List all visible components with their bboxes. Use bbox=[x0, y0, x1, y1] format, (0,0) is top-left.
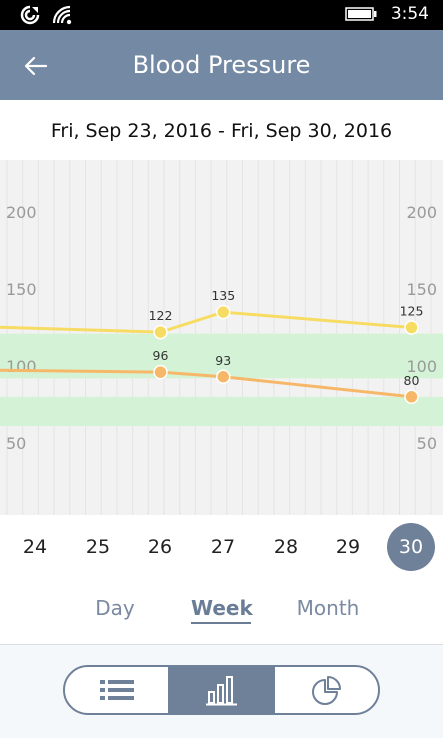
data-point bbox=[216, 304, 231, 320]
status-time: 3:54 bbox=[390, 4, 429, 24]
y-tick-label-left: 200 bbox=[6, 203, 37, 222]
pie-chart-icon bbox=[311, 676, 341, 705]
page-title: Blood Pressure bbox=[132, 51, 311, 79]
bottom-bar bbox=[0, 645, 443, 738]
series-line-1 bbox=[0, 310, 412, 334]
day-selector: 24 25 26 27 28 29 30 bbox=[0, 515, 443, 579]
wifi-icon bbox=[52, 5, 72, 25]
tab-month[interactable]: Month bbox=[296, 596, 360, 620]
day-25[interactable]: 25 bbox=[85, 536, 111, 558]
day-30[interactable]: 30 bbox=[387, 523, 435, 571]
data-point bbox=[216, 369, 231, 385]
y-tick-label-right: 200 bbox=[406, 203, 437, 222]
bar-chart-icon bbox=[205, 676, 237, 706]
data-label: 96 bbox=[153, 348, 169, 363]
period-tabs: Day Week Month bbox=[0, 588, 443, 632]
day-26[interactable]: 26 bbox=[147, 536, 173, 558]
view-switch bbox=[63, 665, 380, 715]
divider bbox=[0, 644, 443, 645]
y-tick-label-left: 50 bbox=[6, 434, 26, 453]
data-label: 122 bbox=[149, 308, 173, 323]
y-tick-label-right: 100 bbox=[406, 357, 437, 376]
y-tick-label-right: 50 bbox=[417, 434, 437, 453]
data-point bbox=[404, 320, 419, 335]
date-range: Fri, Sep 23, 2016 - Fri, Sep 30, 2016 bbox=[50, 120, 393, 142]
stats-view-button[interactable] bbox=[273, 667, 378, 713]
series-line-2 bbox=[0, 368, 412, 399]
data-label: 125 bbox=[400, 304, 424, 319]
tab-day[interactable]: Day bbox=[95, 596, 135, 620]
back-arrow-icon bbox=[24, 56, 48, 76]
back-button[interactable] bbox=[16, 46, 56, 86]
list-view-button[interactable] bbox=[65, 667, 168, 713]
day-24[interactable]: 24 bbox=[22, 536, 48, 558]
chart-view-button[interactable] bbox=[168, 667, 273, 713]
app-header: Blood Pressure bbox=[0, 30, 443, 100]
data-point bbox=[153, 324, 168, 340]
normal-range-band bbox=[0, 396, 443, 427]
data-point bbox=[153, 364, 168, 380]
day-29[interactable]: 29 bbox=[335, 536, 361, 558]
sync-status-icon bbox=[20, 5, 40, 25]
status-bar: 3:54 bbox=[0, 0, 443, 30]
y-tick-label-right: 150 bbox=[406, 280, 437, 299]
data-point bbox=[404, 389, 419, 405]
data-label: 135 bbox=[211, 288, 235, 303]
y-tick-label-left: 100 bbox=[6, 357, 37, 376]
chart-svg: 200 200 150 150 100 100 50 50 122 135 125 96 93 80 bbox=[0, 160, 443, 515]
battery-icon bbox=[345, 7, 377, 21]
tab-week[interactable]: Week bbox=[191, 588, 253, 628]
day-27[interactable]: 27 bbox=[210, 536, 236, 558]
list-icon bbox=[99, 680, 134, 700]
day-28[interactable]: 28 bbox=[273, 536, 299, 558]
blood-pressure-chart: 200 200 150 150 100 100 50 50 122 135 125 96 93 80 bbox=[0, 160, 443, 515]
data-label: 93 bbox=[215, 353, 231, 368]
y-tick-label-left: 150 bbox=[6, 280, 37, 299]
data-label: 80 bbox=[404, 373, 420, 388]
